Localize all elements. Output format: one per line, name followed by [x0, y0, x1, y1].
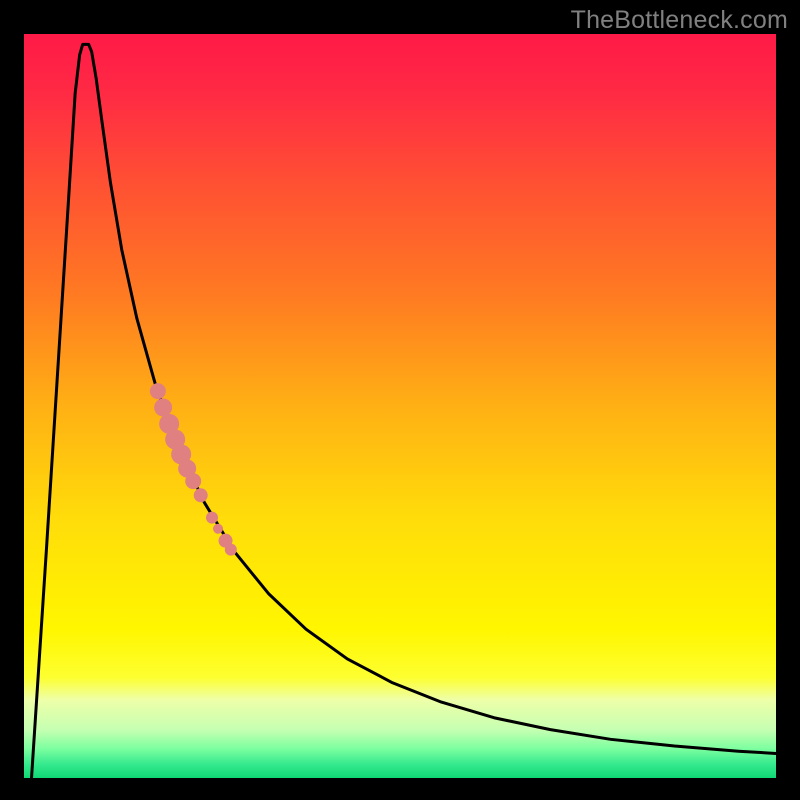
plot-svg — [24, 34, 776, 778]
marker-dot — [194, 488, 208, 502]
gradient-background — [24, 34, 776, 778]
marker-dot — [213, 524, 223, 534]
marker-dot — [150, 383, 166, 399]
marker-dot — [206, 512, 218, 524]
watermark-text: TheBottleneck.com — [571, 6, 788, 35]
marker-dot — [154, 398, 172, 416]
marker-dot — [185, 473, 201, 489]
plot-area — [24, 34, 776, 778]
marker-dot — [225, 544, 237, 556]
chart-frame: TheBottleneck.com — [0, 0, 800, 800]
